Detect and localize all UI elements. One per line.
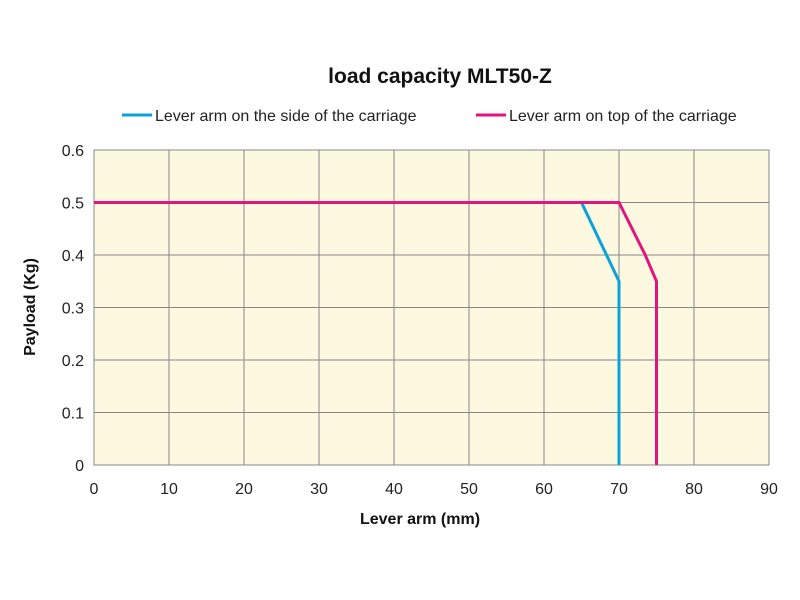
legend-label-1: Lever arm on top of the carriage — [509, 108, 737, 125]
x-tick-label: 20 — [235, 481, 253, 498]
y-tick-label: 0.4 — [62, 248, 84, 265]
y-tick-label: 0 — [75, 458, 84, 475]
x-tick-label: 70 — [610, 481, 628, 498]
series — [94, 201, 658, 465]
x-tick-label: 0 — [90, 481, 99, 498]
x-tick-label: 10 — [160, 481, 178, 498]
y-tick-label: 0.2 — [62, 353, 84, 370]
x-tick-label: 50 — [460, 481, 478, 498]
series-line-1 — [94, 201, 658, 465]
chart-title: load capacity MLT50-Z — [328, 65, 552, 88]
x-tick-label: 30 — [310, 481, 328, 498]
y-tick-label: 0.6 — [62, 143, 84, 160]
ticks: 0 10 20 30 40 50 60 70 80 90 0 0.1 0.2 0.3 0.4 0.5 0.6 — [62, 143, 778, 498]
x-tick-label: 60 — [535, 481, 553, 498]
x-tick-label: 90 — [760, 481, 778, 498]
x-tick-label: 80 — [685, 481, 703, 498]
x-axis-label: Lever arm (mm) — [360, 511, 480, 528]
y-axis-label: Payload (Kg) — [22, 258, 39, 356]
legend-label-0: Lever arm on the side of the carriage — [155, 108, 417, 125]
legend: Lever arm on the side of the carriage Lev… — [122, 108, 737, 125]
y-tick-label: 0.3 — [62, 301, 84, 318]
y-tick-label: 0.1 — [62, 406, 84, 423]
x-tick-label: 40 — [385, 481, 403, 498]
y-tick-label: 0.5 — [62, 196, 84, 213]
